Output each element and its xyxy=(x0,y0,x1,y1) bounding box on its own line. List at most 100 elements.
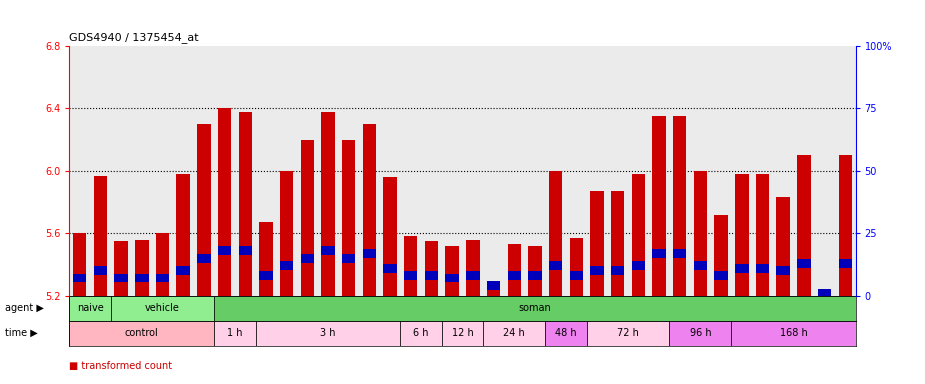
Bar xyxy=(177,174,190,296)
Bar xyxy=(673,249,686,258)
Bar xyxy=(239,247,252,255)
Text: soman: soman xyxy=(519,303,551,313)
Bar xyxy=(442,321,483,346)
Bar xyxy=(483,321,545,346)
Bar xyxy=(301,254,314,263)
Bar xyxy=(93,175,107,296)
Bar xyxy=(425,241,438,296)
Text: 96 h: 96 h xyxy=(690,328,711,338)
Bar xyxy=(670,321,732,346)
Bar xyxy=(259,222,273,296)
Bar xyxy=(425,271,438,280)
Bar xyxy=(177,266,190,275)
Bar xyxy=(756,264,770,273)
Bar xyxy=(111,296,215,321)
Text: agent ▶: agent ▶ xyxy=(5,303,43,313)
Bar xyxy=(714,271,728,280)
Bar xyxy=(301,140,314,296)
Bar xyxy=(590,266,604,275)
Bar xyxy=(694,262,708,270)
Text: time ▶: time ▶ xyxy=(5,328,37,338)
Bar xyxy=(732,321,856,346)
Bar xyxy=(401,321,442,346)
Text: naive: naive xyxy=(77,303,104,313)
Bar xyxy=(528,271,542,280)
Bar xyxy=(735,174,748,296)
Bar xyxy=(321,247,335,255)
Bar xyxy=(570,238,583,296)
Bar xyxy=(487,283,500,296)
Text: 48 h: 48 h xyxy=(555,328,577,338)
Bar xyxy=(383,264,397,273)
Bar xyxy=(383,177,397,296)
Bar xyxy=(73,233,86,296)
Bar xyxy=(115,274,128,283)
Bar xyxy=(115,241,128,296)
Bar xyxy=(549,262,562,270)
Text: 168 h: 168 h xyxy=(780,328,808,338)
Bar xyxy=(73,274,86,283)
Bar xyxy=(632,262,645,270)
Bar xyxy=(197,254,211,263)
Bar xyxy=(508,244,521,296)
Text: GDS4940 / 1375454_at: GDS4940 / 1375454_at xyxy=(69,33,199,43)
Bar xyxy=(735,264,748,273)
Bar xyxy=(280,262,293,270)
Bar xyxy=(545,321,586,346)
Bar xyxy=(839,155,852,296)
Bar xyxy=(363,124,376,296)
Bar xyxy=(508,271,521,280)
Bar xyxy=(694,171,708,296)
Bar xyxy=(217,247,231,255)
Bar xyxy=(197,124,211,296)
Text: vehicle: vehicle xyxy=(145,303,180,313)
Bar xyxy=(586,321,670,346)
Bar xyxy=(342,140,355,296)
Bar xyxy=(590,191,604,296)
Text: 1 h: 1 h xyxy=(228,328,242,338)
Bar xyxy=(280,171,293,296)
Text: 24 h: 24 h xyxy=(503,328,525,338)
Bar xyxy=(217,109,231,296)
Bar xyxy=(776,197,790,296)
Bar xyxy=(93,266,107,275)
Bar xyxy=(155,274,169,283)
Bar xyxy=(404,237,417,296)
Text: 3 h: 3 h xyxy=(320,328,336,338)
Bar xyxy=(818,296,832,327)
Bar xyxy=(239,112,252,296)
Bar xyxy=(797,259,810,268)
Bar xyxy=(446,274,459,283)
Bar xyxy=(818,289,832,298)
Text: control: control xyxy=(125,328,159,338)
Bar xyxy=(135,240,149,296)
Text: ■ transformed count: ■ transformed count xyxy=(69,361,172,371)
Bar xyxy=(259,271,273,280)
Bar xyxy=(69,321,215,346)
Bar xyxy=(673,116,686,296)
Bar xyxy=(652,116,666,296)
Bar xyxy=(652,249,666,258)
Bar xyxy=(487,281,500,290)
Bar xyxy=(839,259,852,268)
Text: 6 h: 6 h xyxy=(413,328,429,338)
Bar xyxy=(549,171,562,296)
Text: 12 h: 12 h xyxy=(451,328,474,338)
Bar xyxy=(446,246,459,296)
Bar xyxy=(215,296,856,321)
Bar xyxy=(363,249,376,258)
Bar xyxy=(69,296,111,321)
Bar xyxy=(215,321,255,346)
Bar xyxy=(321,112,335,296)
Bar xyxy=(342,254,355,263)
Bar xyxy=(756,174,770,296)
Bar xyxy=(632,174,645,296)
Bar xyxy=(610,266,624,275)
Bar xyxy=(466,271,479,280)
Bar xyxy=(528,246,542,296)
Bar xyxy=(570,271,583,280)
Bar xyxy=(155,233,169,296)
Bar xyxy=(610,191,624,296)
Text: 72 h: 72 h xyxy=(617,328,639,338)
Bar xyxy=(255,321,401,346)
